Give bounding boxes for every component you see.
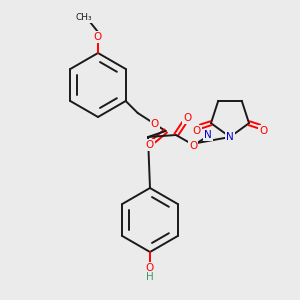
Text: O: O (192, 126, 201, 136)
Text: CH₃: CH₃ (76, 14, 92, 22)
Text: N: N (226, 132, 234, 142)
Text: O: O (183, 113, 191, 123)
Text: O: O (146, 263, 154, 273)
Text: O: O (151, 119, 159, 129)
Text: O: O (260, 126, 268, 136)
Text: O: O (146, 140, 154, 150)
Text: O: O (94, 32, 102, 42)
Text: H: H (146, 272, 154, 282)
Text: O: O (189, 141, 197, 151)
Text: N: N (204, 130, 212, 140)
